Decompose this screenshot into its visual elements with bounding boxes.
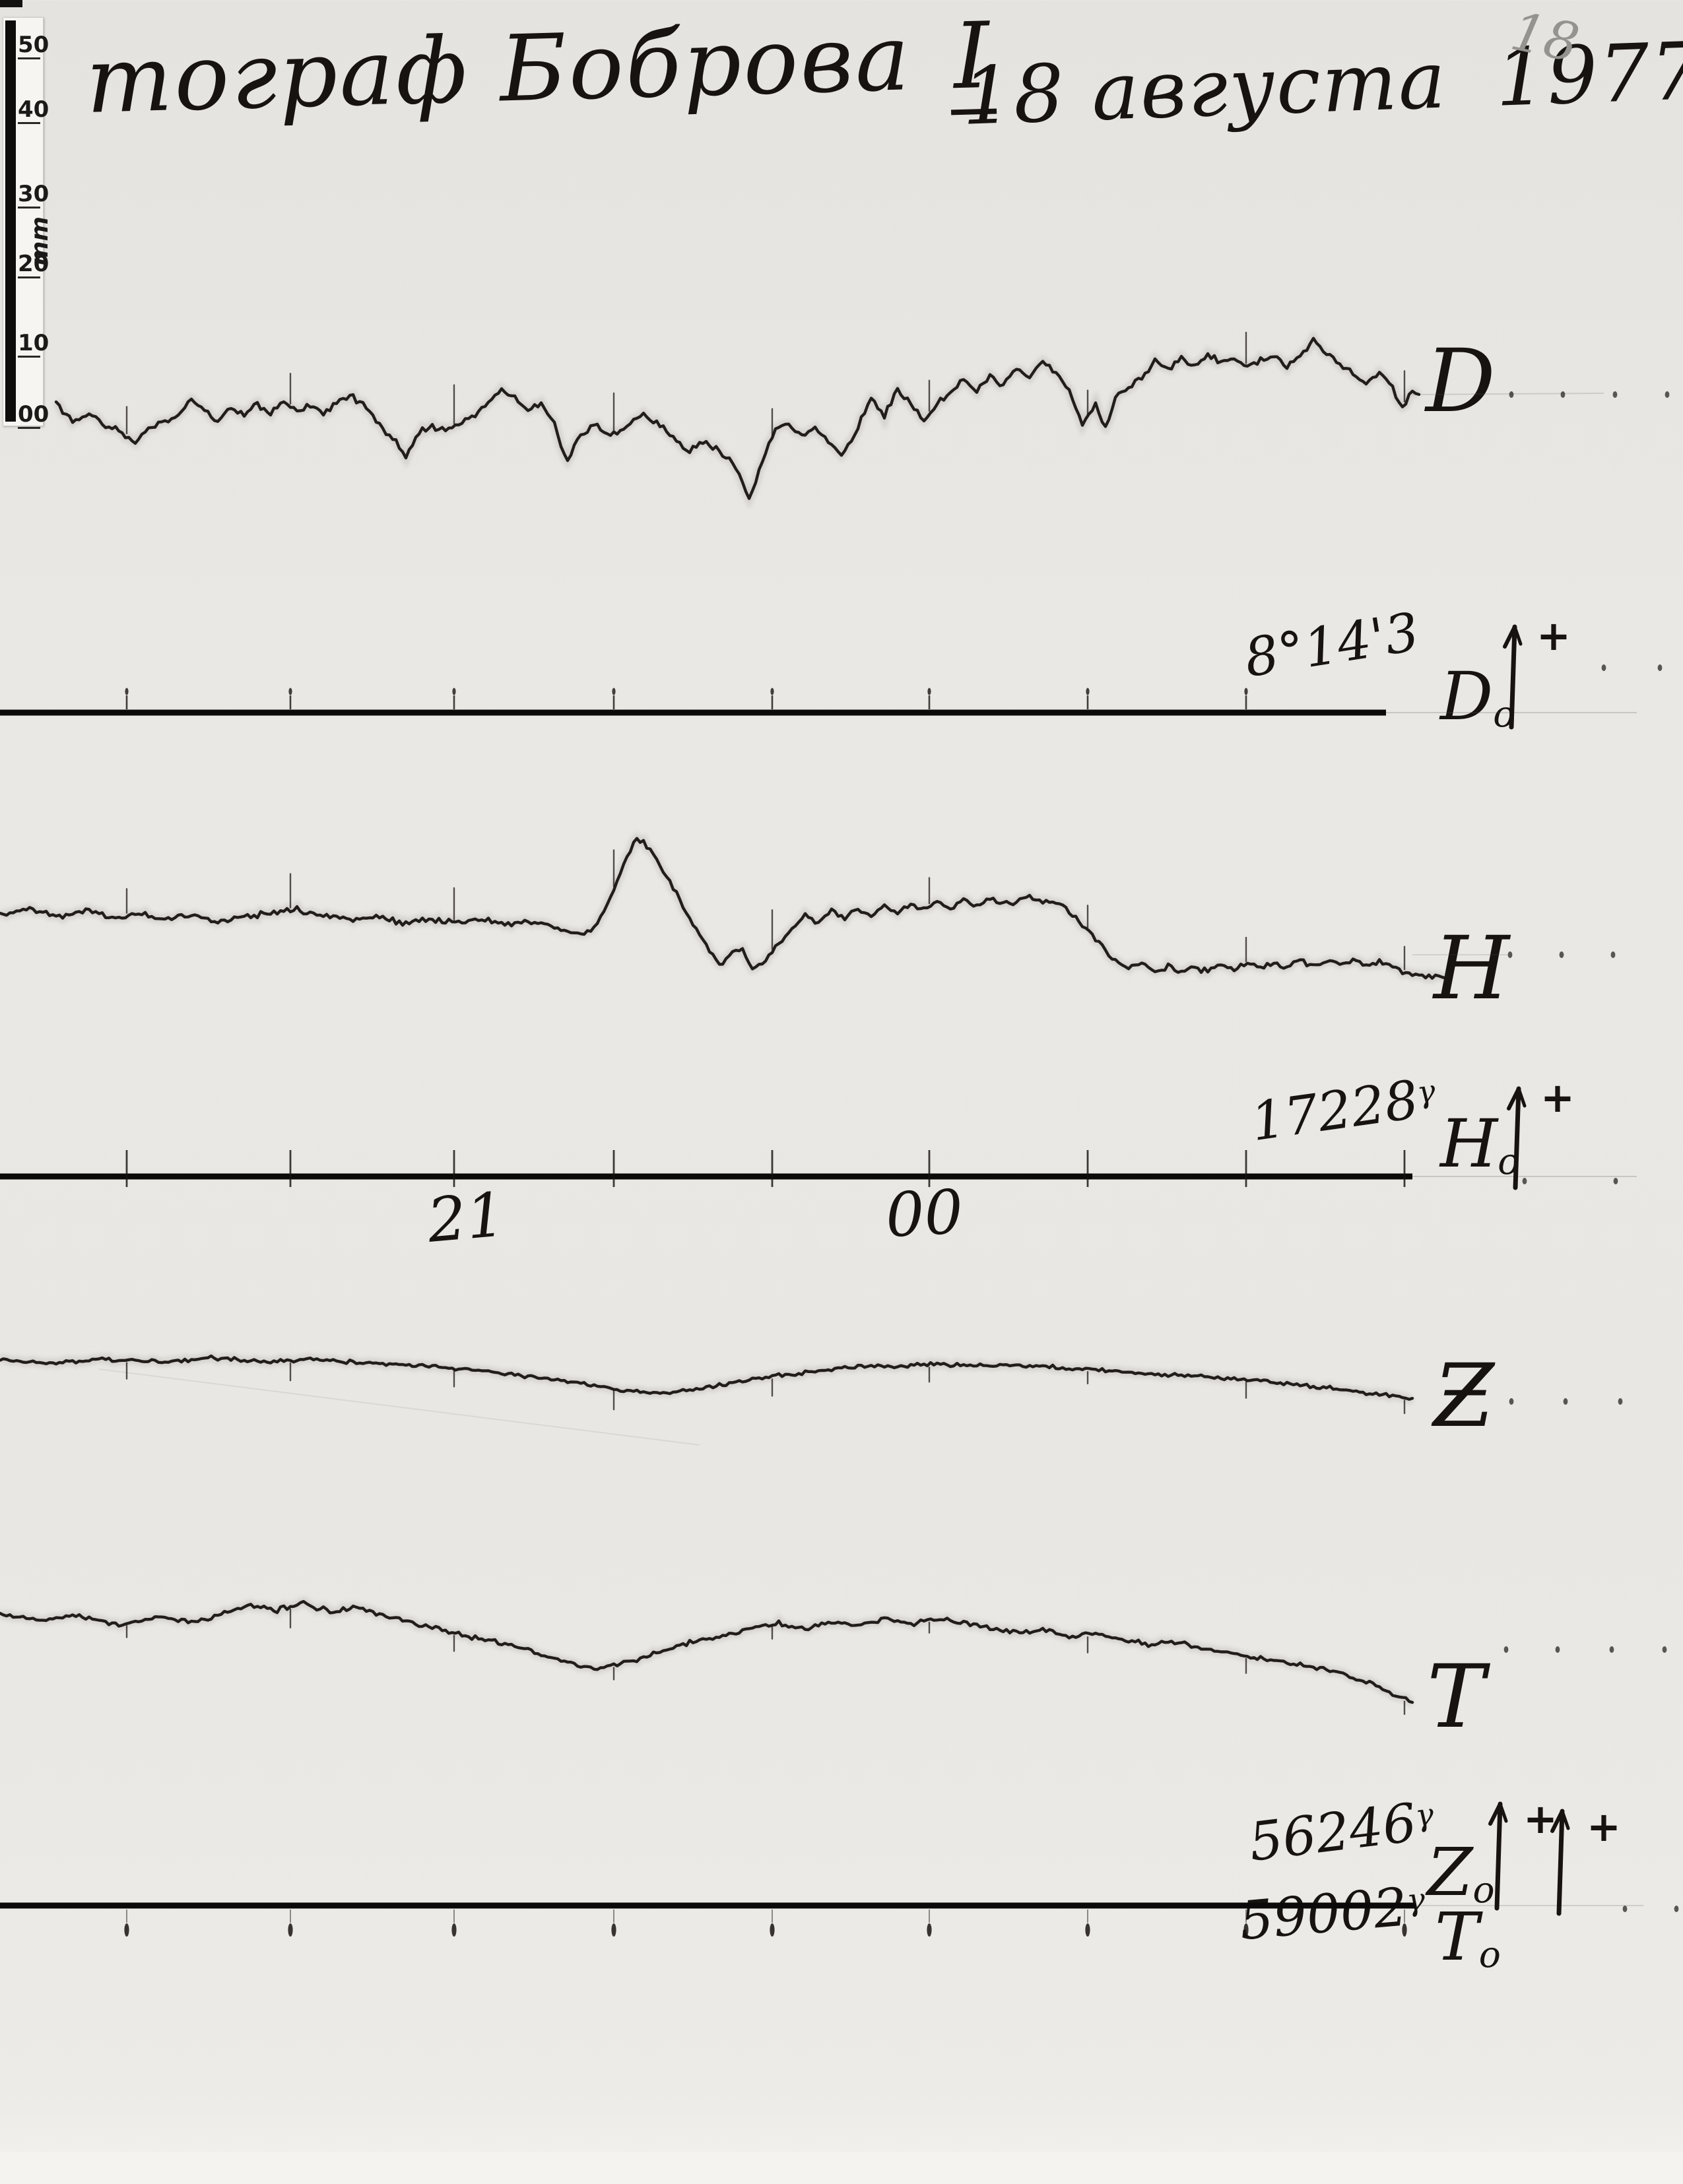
- scan-corner-mark: [0, 0, 22, 7]
- svg-text:+: +: [1540, 1074, 1575, 1122]
- ruler-tick-30: 30: [18, 181, 50, 209]
- ruler-tick-40: 40: [18, 96, 50, 124]
- baseline-label-Z0: Zo: [1427, 1834, 1495, 1911]
- ruler-tick-50: 50: [18, 32, 50, 59]
- ruler-tick-20: 20: [18, 251, 50, 278]
- svg-text:+: +: [1587, 1803, 1621, 1851]
- svg-text:+: +: [1523, 1795, 1558, 1843]
- trace-label-Z: Ƶ: [1434, 1345, 1494, 1447]
- trace-label-D: D: [1426, 331, 1496, 432]
- ruler-black-bar: [5, 20, 16, 422]
- ruler-tick-10: 10: [18, 330, 50, 358]
- paper-bottom-edge: [0, 2152, 1683, 2184]
- svg-text:+: +: [1536, 612, 1571, 660]
- mm-scale-ruler: 50 40 30 mm 20 10 00: [3, 17, 53, 429]
- trace-label-H: H: [1434, 918, 1510, 1019]
- trace-label-T: T: [1427, 1646, 1486, 1748]
- ruler-tick-00: 00: [18, 401, 50, 429]
- baseline-label-T0: To: [1435, 1898, 1501, 1975]
